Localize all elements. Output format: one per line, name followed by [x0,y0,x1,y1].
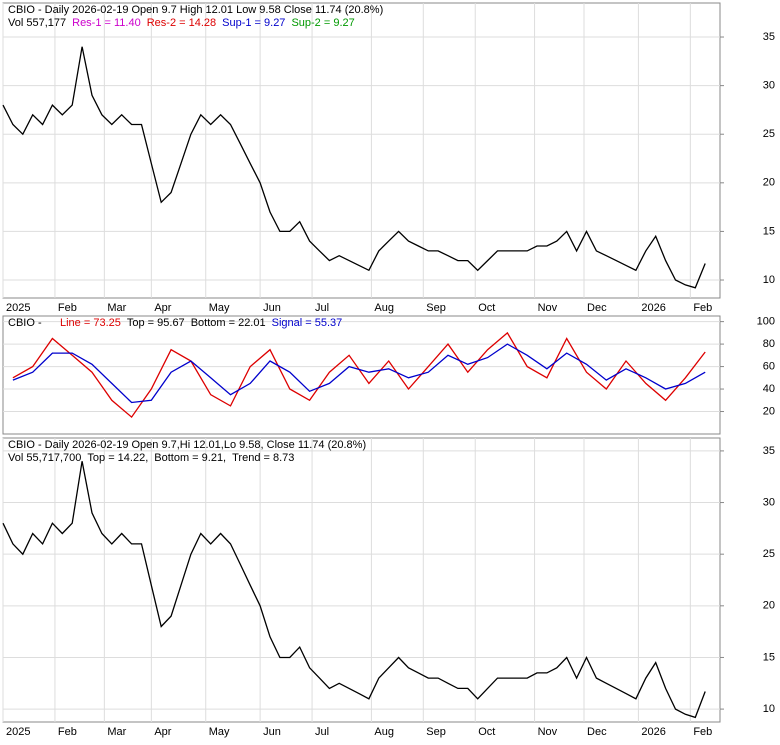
x-tick-label: 2025 [6,302,30,314]
plot-area [2,315,721,435]
x-tick-label: Apr [154,726,171,738]
y-tick-label: 30 [763,496,775,508]
y-tick-label: 10 [763,274,775,286]
header-text: CBIO - [8,317,42,329]
legend: Vol 557,177 Res-1 = 11.40 Res-2 = 14.28 Sup… [8,17,355,29]
x-tick-label: Aug [374,302,394,314]
y-tick-label: 100 [757,316,775,328]
x-tick-label: Oct [478,302,495,314]
x-tick-label: Apr [154,302,171,314]
x-tick-label: Oct [478,726,495,738]
y-tick-label: 80 [763,338,775,350]
panel-header: CBIO - Daily 2026-02-19 Open 9.7 High 12… [8,4,383,16]
header-text: CBIO - Daily 2026-02-19 Open 9.7 High 12… [8,4,383,16]
price-line [2,46,706,289]
x-tick-label: Feb [58,726,77,738]
x-tick-label: Nov [538,726,558,738]
y-tick-label: 25 [763,548,775,560]
price-line [2,461,706,719]
x-tick-label: Mar [107,302,126,314]
legend-entry: Vol 55,717,700 [8,452,81,464]
x-tick-label: Sep [426,726,446,738]
legend-entry: Res-1 = 11.40 [72,17,141,29]
x-tick-label: Sep [426,302,446,314]
y-tick-label: 40 [763,383,775,395]
legend: Line = 73.25 Top = 95.67 Bottom = 22.01 Sig… [60,317,342,329]
y-tick-label: 10 [763,703,775,715]
panel-header: CBIO - [8,317,42,329]
plot-area [2,437,721,723]
x-tick-label: Dec [587,302,607,314]
legend-entry: Sup-1 = 9.27 [222,17,285,29]
x-tick-label: Feb [693,726,712,738]
x-tick-label: 2025 [6,726,30,738]
y-tick-label: 15 [763,651,775,663]
y-tick-label: 60 [763,360,775,372]
x-tick-label: Mar [107,726,126,738]
x-tick-label: Feb [58,302,77,314]
y-tick-label: 20 [763,405,775,417]
legend-entry: Bottom = 22.01 [191,317,266,329]
x-tick-label: May [209,302,230,314]
y-tick-label: 15 [763,225,775,237]
x-tick-label: Nov [538,302,558,314]
panel-header: CBIO - Daily 2026-02-19 Open 9.7,Hi 12.0… [8,439,366,451]
legend-entry: Top = 95.67 [127,317,185,329]
legend-entry: Sup-2 = 9.27 [291,17,354,29]
legend-entry: Bottom = 9.21, [154,452,226,464]
legend-entry: Signal = 55.37 [272,317,343,329]
x-tick-label: 2026 [641,726,665,738]
y-tick-label: 20 [763,177,775,189]
x-tick-label: 2026 [641,302,665,314]
y-tick-label: 30 [763,80,775,92]
y-tick-label: 35 [763,31,775,43]
plot-area [2,2,721,299]
legend-entry: Top = 14.22, [87,452,148,464]
legend-entry: Line = 73.25 [60,317,121,329]
y-tick-label: 35 [763,445,775,457]
x-tick-label: Jun [263,302,281,314]
legend: Vol 55,717,700 Top = 14.22, Bottom = 9.21,… [8,452,294,464]
x-tick-label: May [209,726,230,738]
legend-entry: Res-2 = 14.28 [147,17,216,29]
legend-entry: Vol 557,177 [8,17,66,29]
y-tick-label: 25 [763,128,775,140]
price-line [12,343,706,404]
x-tick-label: Jul [315,302,329,314]
x-tick-label: Aug [374,726,394,738]
x-tick-label: Dec [587,726,607,738]
header-text: CBIO - Daily 2026-02-19 Open 9.7,Hi 12.0… [8,439,366,451]
legend-entry: Trend = 8.73 [232,452,294,464]
y-tick-label: 20 [763,600,775,612]
x-tick-label: Jun [263,726,281,738]
x-tick-label: Feb [693,302,712,314]
x-tick-label: Jul [315,726,329,738]
